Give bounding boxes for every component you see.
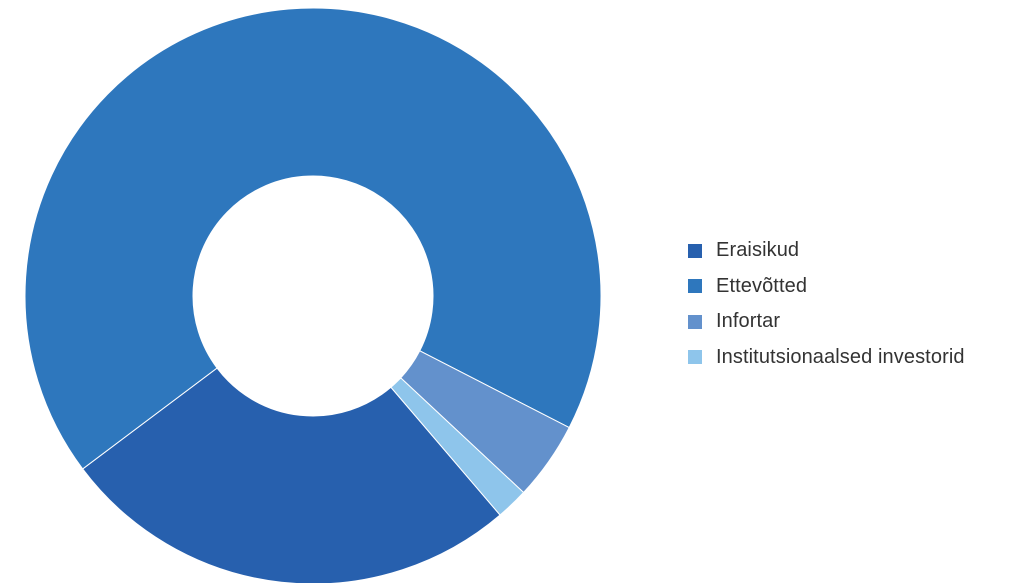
legend-swatch-infortar xyxy=(688,314,702,329)
donut-chart xyxy=(24,7,602,583)
legend-label-eraisikud: Eraisikud xyxy=(716,239,800,262)
legend-swatch-institutsionaalsed-investorid xyxy=(688,350,702,365)
legend-swatch-ettevotted xyxy=(688,279,702,294)
chart-legend: Eraisikud Ettevõtted Infortar Institutsi… xyxy=(688,233,965,375)
legend-item-ettevotted[interactable]: Ettevõtted xyxy=(688,269,965,305)
legend-label-infortar: Infortar xyxy=(716,310,781,333)
legend-item-institutsionaalsed-investorid[interactable]: Institutsionaalsed investorid xyxy=(688,340,965,376)
legend-item-infortar[interactable]: Infortar xyxy=(688,304,965,340)
legend-label-institutsionaalsed-investorid: Institutsionaalsed investorid xyxy=(716,345,965,368)
slice-institutsionaalsed-investorid[interactable] xyxy=(390,377,525,516)
slice-eraisikud[interactable] xyxy=(81,367,501,583)
slice-ettevotted[interactable] xyxy=(24,7,602,470)
legend-item-eraisikud[interactable]: Eraisikud xyxy=(688,233,965,269)
legend-swatch-eraisikud xyxy=(688,243,702,258)
legend-label-ettevotted: Ettevõtted xyxy=(716,274,808,297)
